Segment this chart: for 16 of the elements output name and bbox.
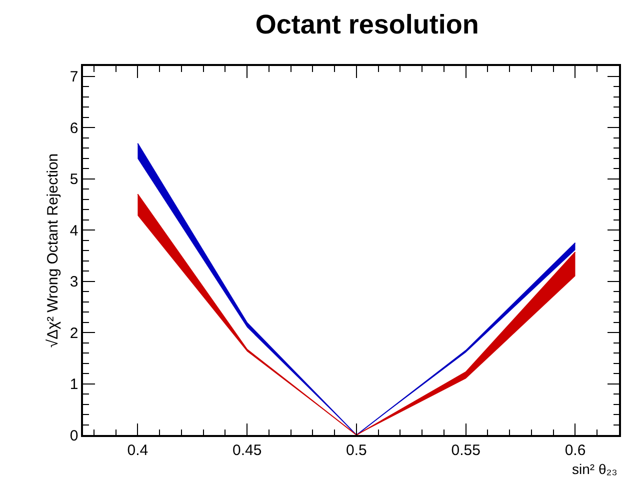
y-tick-label: 4 — [70, 222, 78, 240]
x-tick-label: 0.5 — [346, 442, 367, 459]
y-axis-title: √Δχ² Wrong Octant Rejection — [44, 153, 62, 348]
y-tick-label: 7 — [70, 68, 78, 86]
y-tick-label: 6 — [70, 120, 78, 137]
x-axis-title: sin² θ₂₃ — [572, 461, 618, 477]
chart-title: Octant resolution — [255, 9, 479, 40]
y-tick-label: 3 — [70, 274, 78, 290]
x-tick-label: 0.55 — [451, 442, 480, 459]
y-tick-label: 1 — [70, 376, 78, 393]
y-tick-label: 0 — [70, 427, 78, 444]
y-tick-label: 5 — [70, 171, 78, 188]
x-tick-label: 0.45 — [232, 442, 262, 459]
y-tick-label: 2 — [70, 324, 78, 342]
x-tick-label: 0.6 — [564, 442, 586, 459]
x-tick-label: 0.4 — [127, 442, 148, 459]
